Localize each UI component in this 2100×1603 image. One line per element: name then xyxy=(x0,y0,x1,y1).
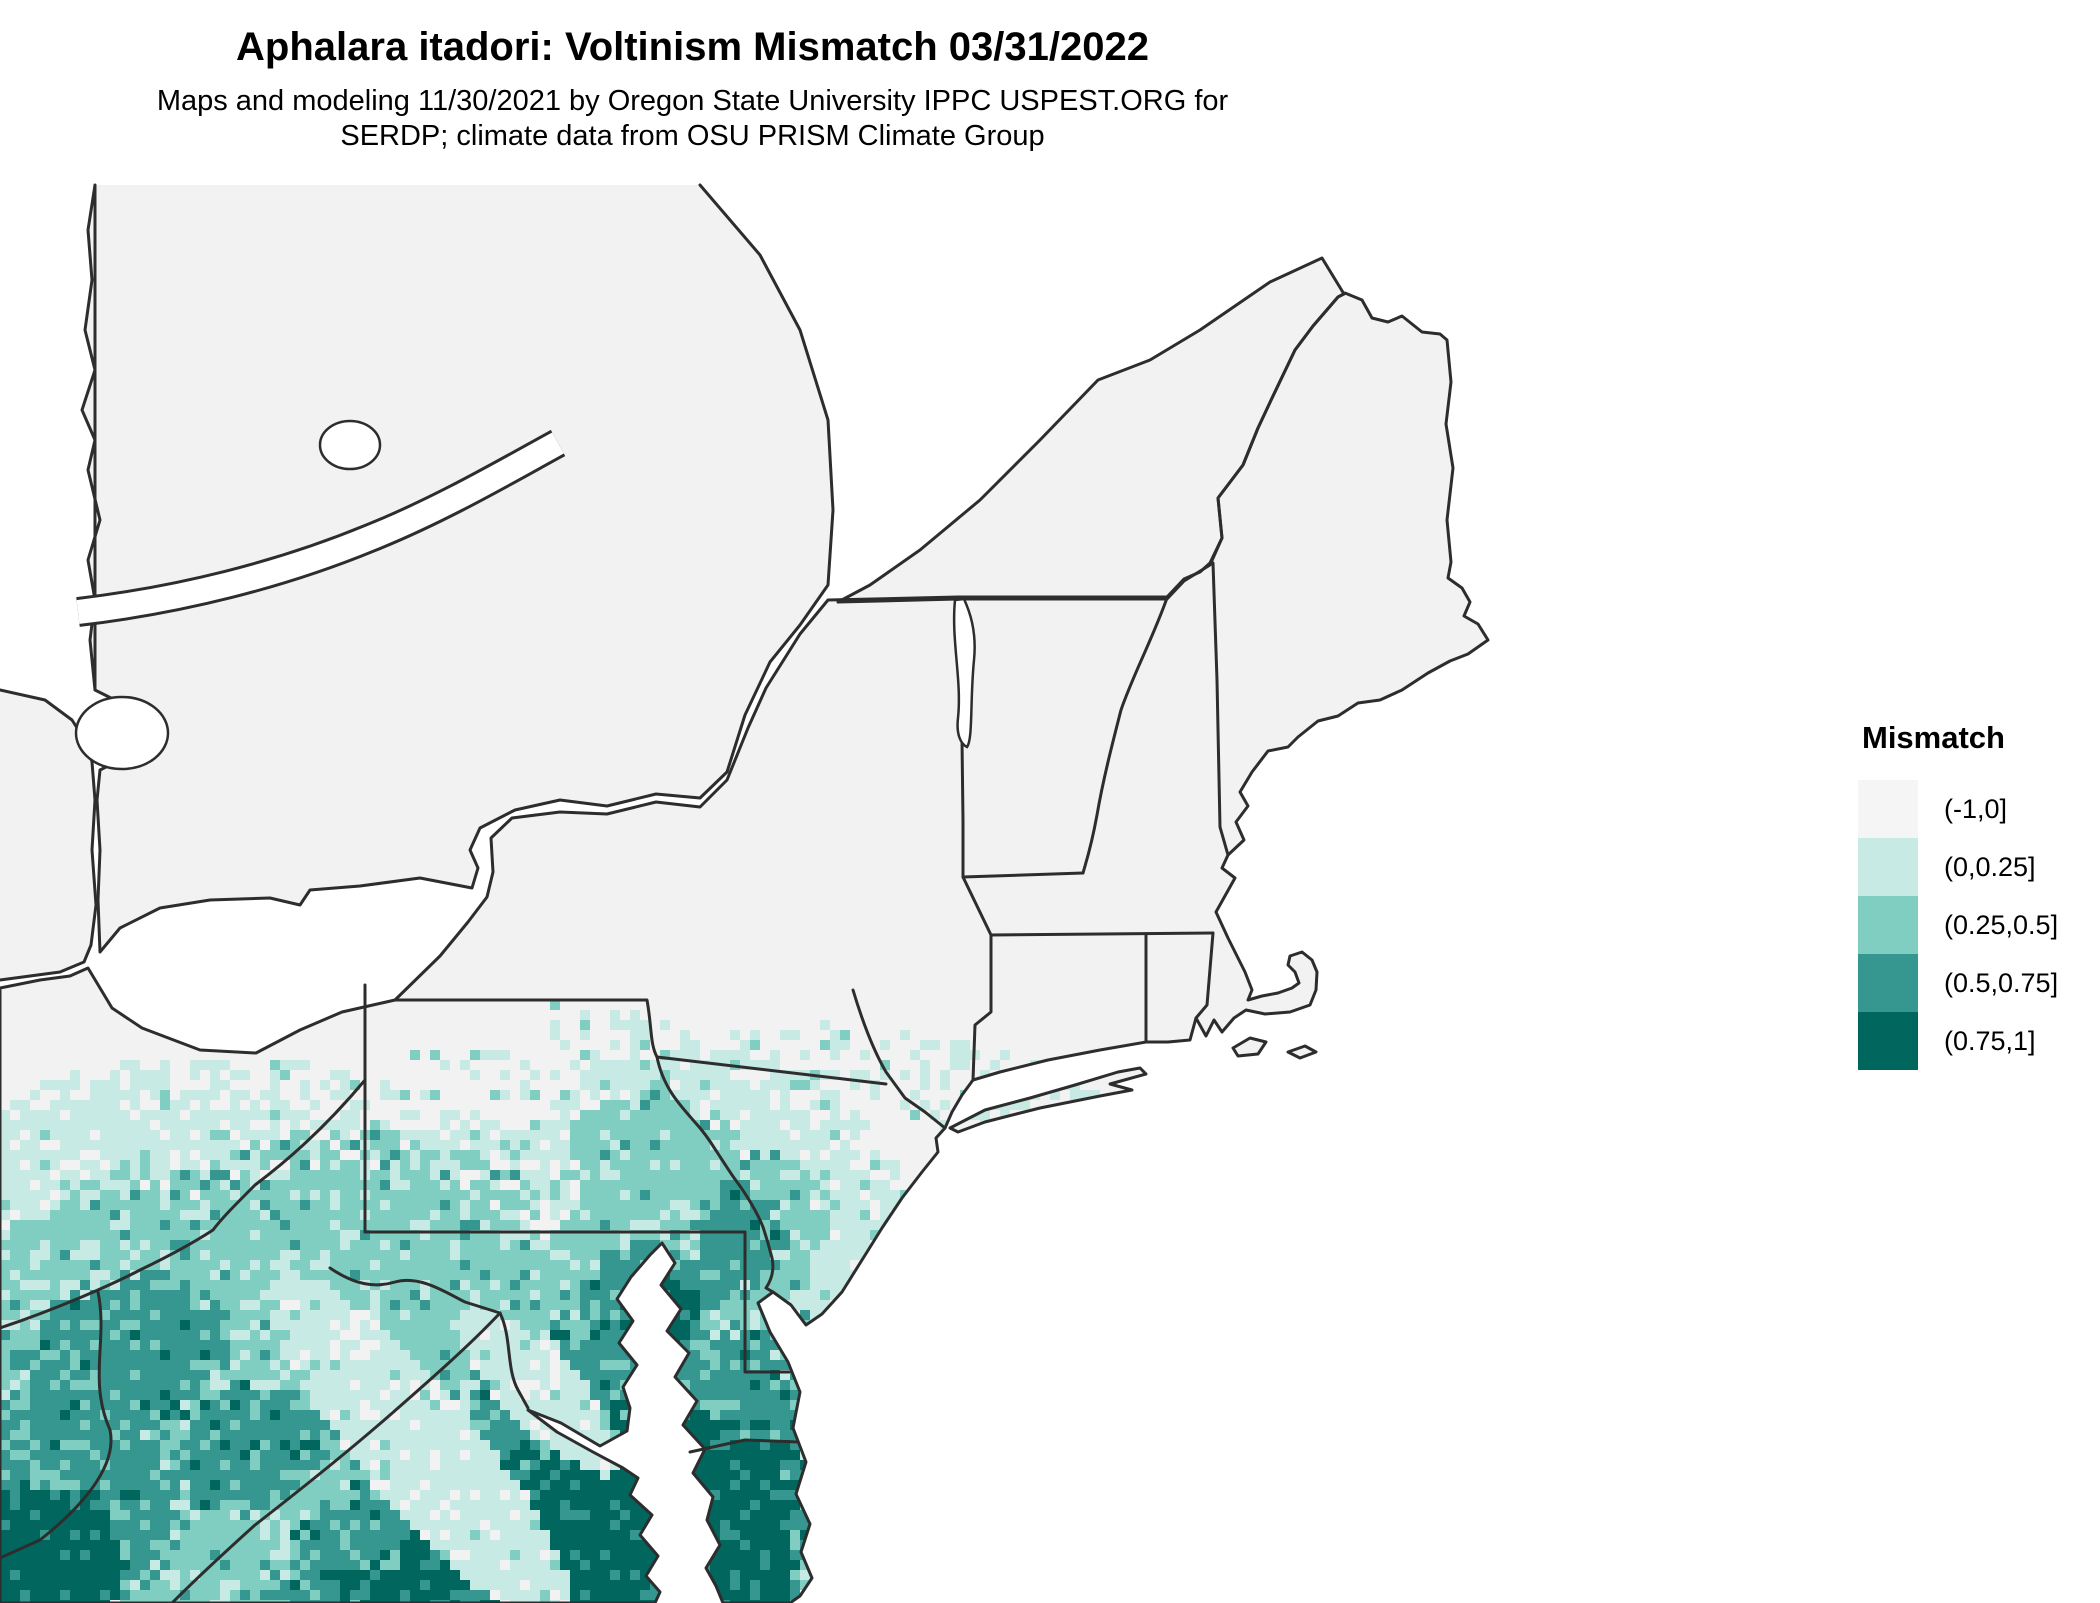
border-ma-ny xyxy=(961,875,993,937)
landmass-fills xyxy=(0,185,1488,1603)
border-md-va-delmarva xyxy=(688,1438,800,1454)
legend-swatch xyxy=(1858,838,1918,896)
lake-st-clair xyxy=(74,695,170,771)
legend: Mismatch (-1,0] (0,0.25] (0.25,0.5] (0.5,0.… xyxy=(1858,720,2058,1070)
border-ny-nj xyxy=(655,1055,888,1086)
border-ma-north xyxy=(961,871,1085,879)
border-vt-nh xyxy=(1081,596,1169,875)
chart-title: Aphalara itadori: Voltinism Mismatch 03/… xyxy=(236,25,1149,69)
legend-entry: (-1,0] xyxy=(1858,780,2058,838)
legend-entry: (0.25,0.5] xyxy=(1858,896,2058,954)
border-ohio-river xyxy=(0,1078,367,1330)
border-delaware-west xyxy=(743,1230,791,1374)
border-wv-va xyxy=(170,1311,502,1603)
michigan-outline xyxy=(0,688,98,982)
legend-swatch xyxy=(1858,1012,1918,1070)
border-ri-ma xyxy=(1194,931,1215,1020)
border-ct-ny xyxy=(971,933,993,1082)
legend-swatch xyxy=(1858,954,1918,1012)
border-potomac-river xyxy=(328,1266,530,1410)
chart-subtitle-line2: SERDP; climate data from OSU PRISM Clima… xyxy=(340,120,1045,153)
border-ny-pa-delaware-river xyxy=(393,998,775,1294)
canada-quebec-landmass xyxy=(838,258,1344,602)
legend-label: (0.5,0.75] xyxy=(1944,967,2059,998)
legend-entry: (0.5,0.75] xyxy=(1858,954,2058,1012)
legend-label: (0.75,1] xyxy=(1944,1025,2036,1056)
legend-entry: (0,0.25] xyxy=(1858,838,2058,896)
canada-quebec-outline xyxy=(836,256,1346,604)
canada-ontario-landmass xyxy=(82,185,833,952)
lake-champlain xyxy=(952,597,976,749)
michigan-landmass xyxy=(0,690,96,980)
legend-label: (0,0.25] xyxy=(1944,851,2036,882)
border-nh-me xyxy=(1211,561,1230,857)
chart-subtitle-line1: Maps and modeling 11/30/2021 by Oregon S… xyxy=(156,85,1229,117)
legend-label: (-1,0] xyxy=(1944,793,2008,824)
legend-items: (-1,0] (0,0.25] (0.25,0.5] (0.5,0.75] (0.75,… xyxy=(1858,780,2058,1070)
hudson-river xyxy=(851,988,947,1130)
legend-label: (0.25,0.5] xyxy=(1944,909,2059,940)
legend-swatch xyxy=(1858,780,1918,838)
chart-subtitle: Maps and modeling 11/30/2021 by Oregon S… xyxy=(0,84,1385,155)
chart-header: Aphalara itadori: Voltinism Mismatch 03/… xyxy=(0,24,1385,155)
legend-title: Mismatch xyxy=(1862,720,2005,755)
water-bodies xyxy=(74,419,976,771)
border-ma-south xyxy=(989,931,1215,937)
border-ky-wv-va xyxy=(0,1290,113,1560)
legend-swatch xyxy=(1858,896,1918,954)
lake-simcoe xyxy=(318,419,382,471)
legend-entry: (0.75,1] xyxy=(1858,1012,2058,1070)
ottawa-river xyxy=(76,432,564,624)
